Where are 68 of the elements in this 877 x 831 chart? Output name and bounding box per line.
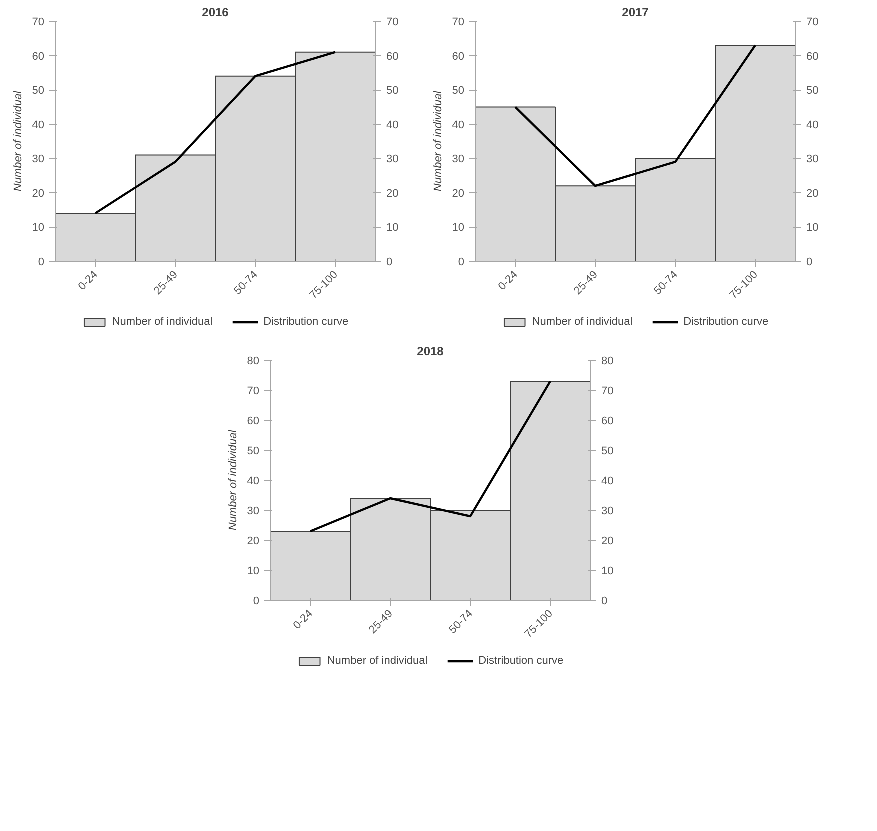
y2-tick-label: 10 — [806, 222, 819, 234]
y-tick-label: 50 — [247, 446, 260, 458]
y2-tick-label: 20 — [602, 536, 614, 548]
y2-tick-label: 30 — [602, 506, 614, 518]
legend-label: Distribution curve — [264, 316, 349, 328]
y2-tick-label: 60 — [386, 50, 399, 63]
y2-tick-label: 40 — [386, 119, 399, 132]
y-tick-label: 30 — [247, 506, 260, 518]
chart-title: 2017 — [622, 6, 650, 20]
y-tick-label: 40 — [452, 119, 465, 132]
y-axis-title: Number of individual — [12, 90, 24, 192]
y-tick-label: 60 — [452, 50, 465, 63]
y-tick-label: 10 — [32, 222, 45, 234]
y2-tick-label: 10 — [386, 222, 399, 234]
y2-tick-label: 30 — [806, 154, 819, 166]
y2-tick-label: 0 — [806, 256, 813, 268]
y-tick-label: 40 — [32, 119, 45, 132]
x-tick-label: 0-24 — [496, 268, 520, 294]
legend-label: Distribution curve — [478, 655, 564, 667]
y-tick-label: 70 — [452, 16, 465, 28]
y2-tick-label: 10 — [602, 566, 614, 578]
y2-tick-label: 0 — [386, 256, 393, 268]
y2-tick-label: 0 — [602, 596, 608, 608]
y2-tick-label: 30 — [386, 154, 399, 166]
y2-tick-label: 20 — [386, 188, 399, 200]
y-tick-label: 10 — [452, 222, 465, 234]
y-tick-label: 60 — [247, 416, 260, 428]
y2-tick-label: 50 — [806, 85, 819, 98]
y2-tick-label: 60 — [806, 50, 819, 63]
y2-tick-label: 80 — [602, 356, 614, 368]
y2-tick-label: 70 — [806, 16, 819, 28]
x-tick-label: 0-24 — [76, 268, 100, 294]
line-series — [94, 51, 337, 215]
y-tick-label: 0 — [38, 256, 45, 268]
x-tick-label: 0-24 — [291, 608, 316, 632]
y-tick-label: 20 — [452, 188, 465, 200]
y-axis-title: Number of individual — [432, 90, 444, 192]
y2-tick-label: 70 — [386, 16, 399, 28]
y-axis-title: Number of individual — [227, 430, 240, 531]
y-tick-label: 70 — [247, 386, 260, 398]
y-tick-label: 50 — [452, 85, 465, 98]
y2-tick-label: 40 — [602, 476, 614, 488]
y-tick-label: 30 — [452, 154, 465, 166]
line-series — [309, 380, 552, 533]
y2-tick-label: 50 — [602, 446, 614, 458]
legend-label: Number of individual — [112, 316, 213, 328]
y2-tick-label: 50 — [386, 85, 399, 98]
y-tick-label: 0 — [253, 596, 260, 608]
y-tick-label: 40 — [247, 476, 260, 488]
y-tick-label: 50 — [32, 85, 45, 98]
y-tick-label: 20 — [32, 188, 45, 200]
line-series — [514, 44, 757, 188]
y-tick-label: 0 — [458, 256, 465, 268]
y-tick-label: 20 — [247, 536, 260, 548]
legend-label: Number of individual — [532, 316, 633, 328]
y-tick-label: 80 — [247, 356, 260, 368]
chart-title: 2018 — [417, 344, 444, 358]
y2-tick-label: 20 — [806, 188, 819, 200]
y-tick-label: 10 — [247, 566, 260, 578]
legend-label: Distribution curve — [684, 316, 769, 328]
y2-tick-label: 60 — [602, 416, 614, 428]
chart-title: 2016 — [202, 6, 230, 20]
y2-tick-label: 40 — [806, 119, 819, 132]
y-tick-label: 30 — [32, 154, 45, 166]
y-tick-label: 60 — [32, 50, 45, 63]
legend-label: Number of individual — [327, 655, 428, 667]
y2-tick-label: 70 — [602, 386, 614, 398]
y-tick-label: 70 — [32, 16, 45, 28]
